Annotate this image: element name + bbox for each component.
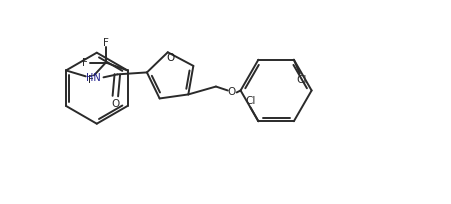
Text: Cl: Cl bbox=[245, 95, 256, 105]
Text: F: F bbox=[103, 38, 109, 48]
Text: O: O bbox=[228, 88, 236, 98]
Text: F: F bbox=[82, 58, 88, 68]
Text: F: F bbox=[88, 75, 94, 85]
Text: O: O bbox=[166, 53, 175, 63]
Text: Cl: Cl bbox=[297, 75, 307, 85]
Text: HN: HN bbox=[86, 73, 101, 83]
Text: O: O bbox=[111, 99, 120, 109]
